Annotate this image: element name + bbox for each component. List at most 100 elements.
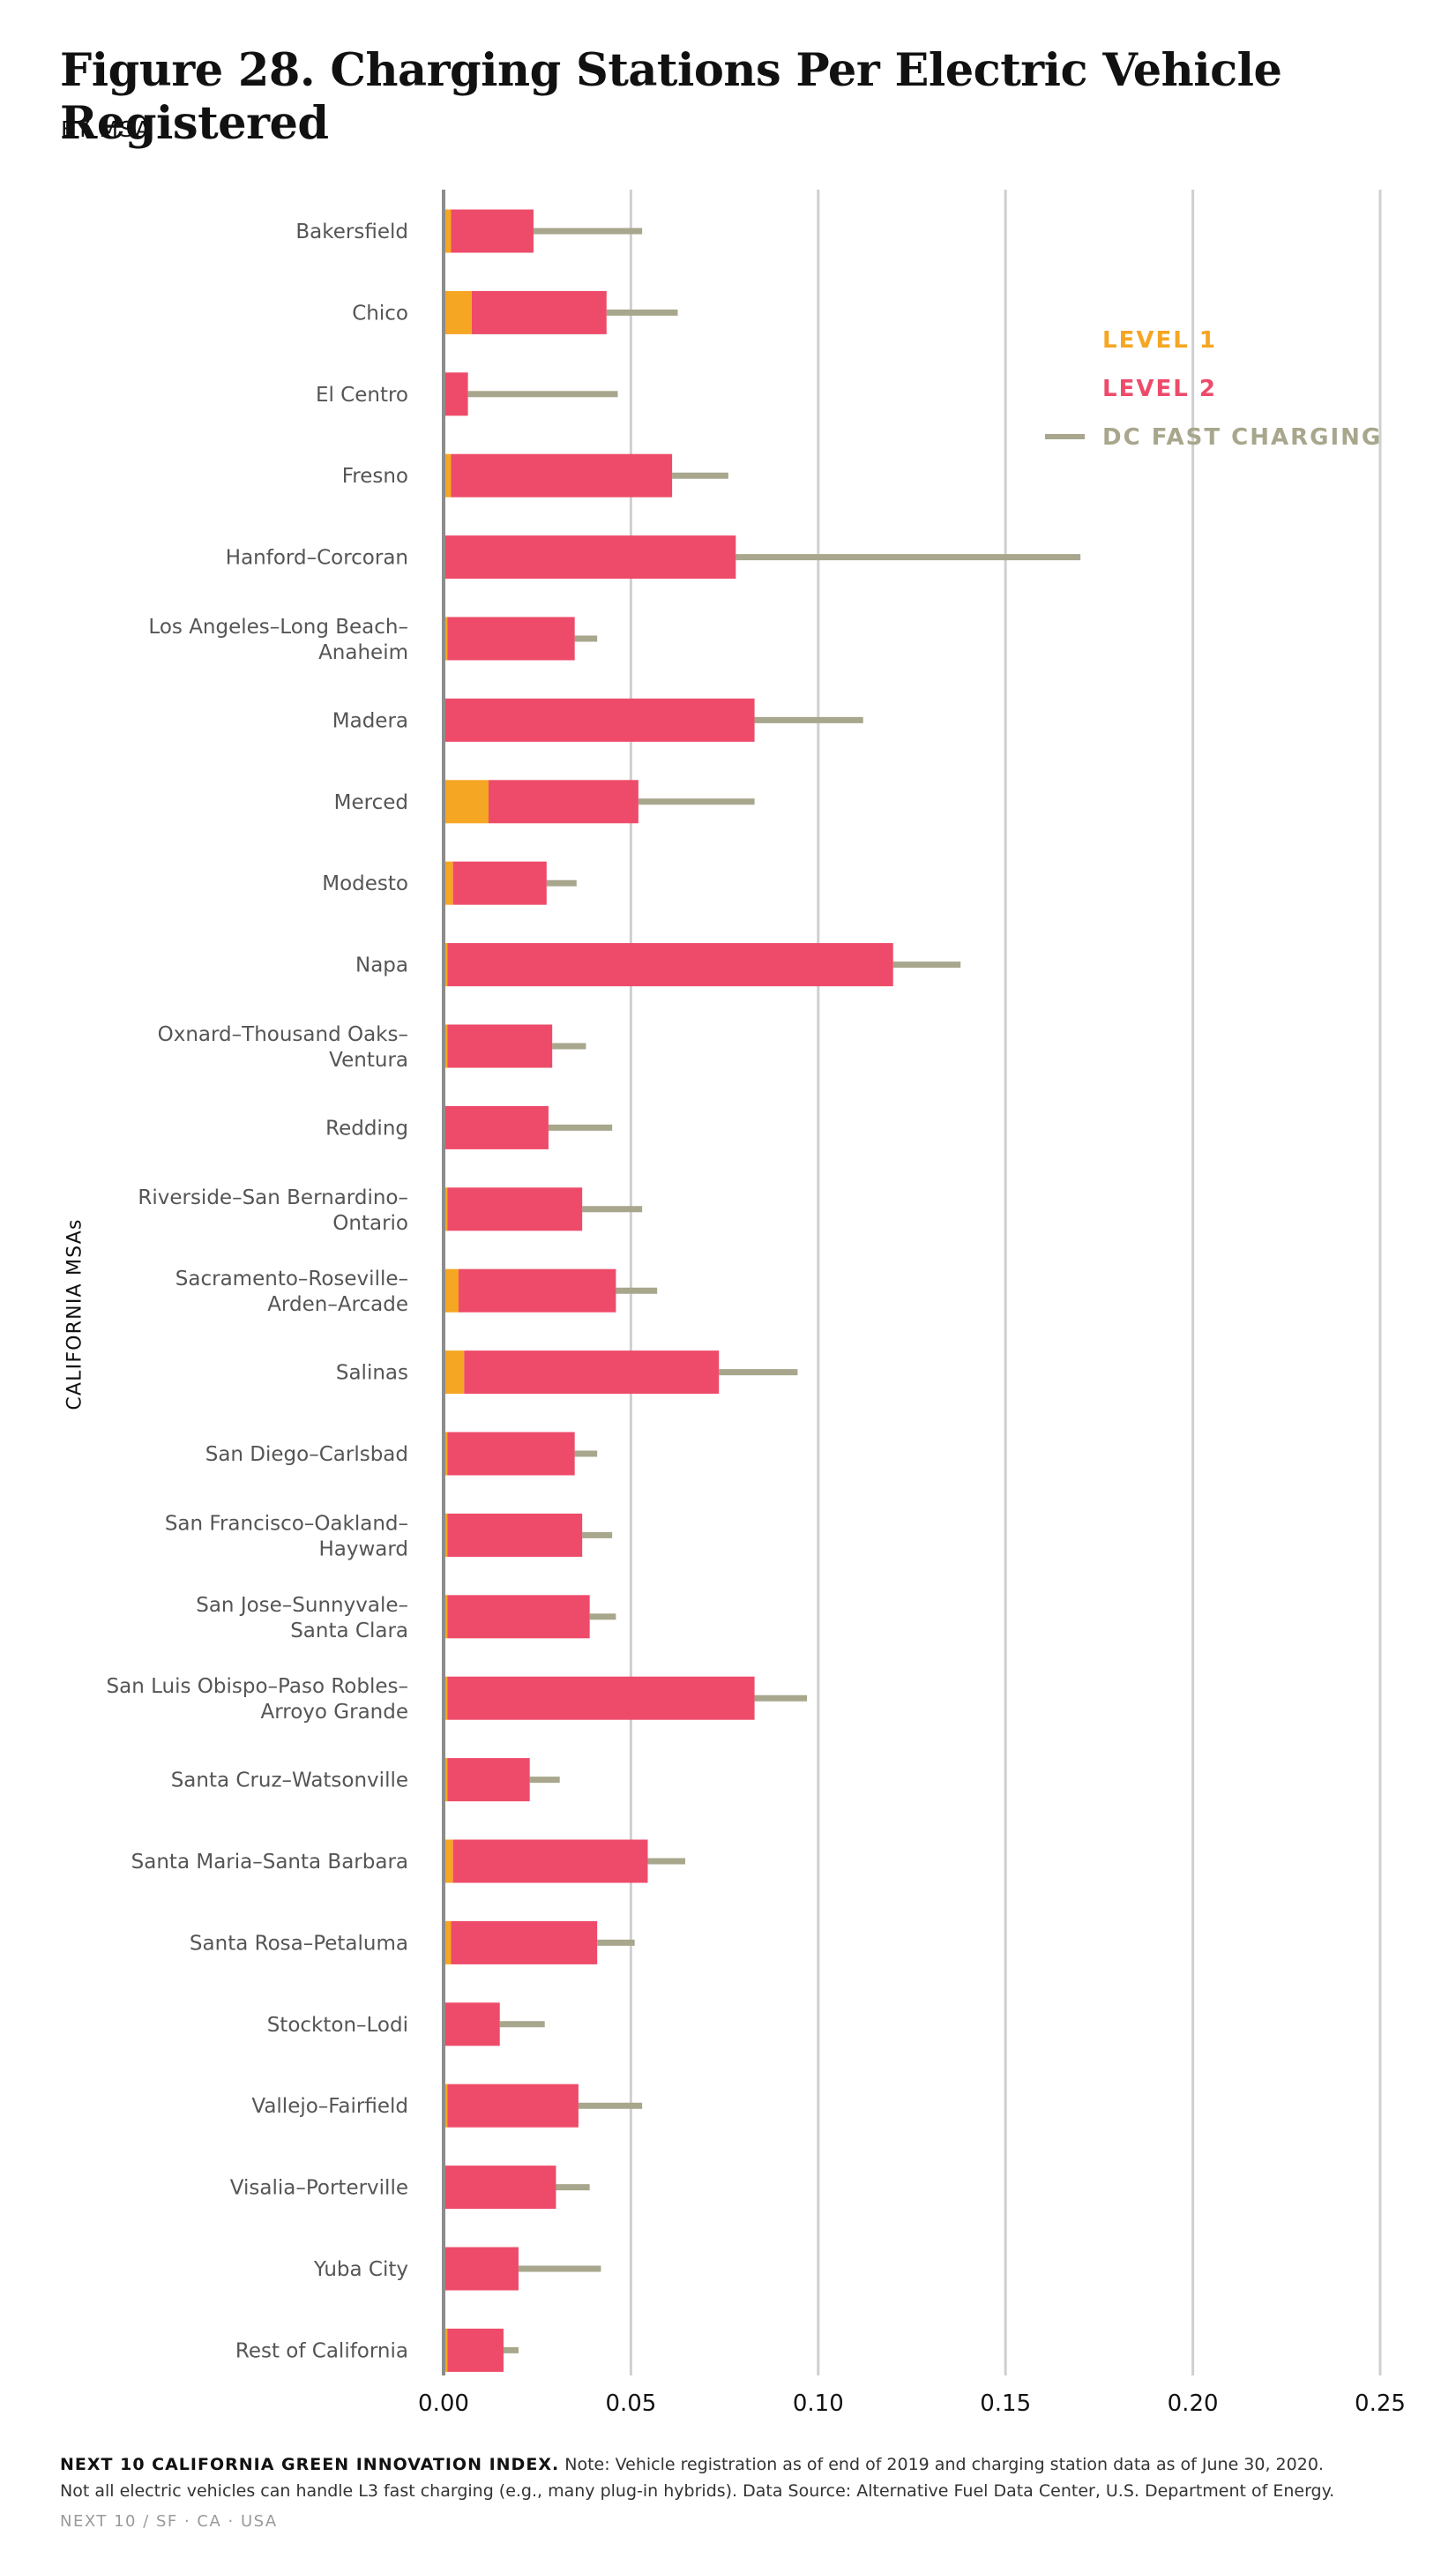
- dc-fast-charging-series: [467, 228, 1081, 2353]
- category-label-line: Ventura: [329, 1049, 408, 1072]
- category-labels: Bakersfield Chico El Centro Fresno Hanford–C…: [107, 221, 408, 2362]
- level1-bar: [444, 1187, 448, 1231]
- level1-bar: [444, 1758, 448, 1802]
- level1-bar: [444, 1839, 453, 1883]
- category-label: Merced: [334, 791, 408, 814]
- category-label: Visalia–Porterville: [230, 2177, 408, 2200]
- category-label: Santa Cruz–Watsonville: [171, 1769, 408, 1792]
- level2-bar: [444, 1105, 549, 1149]
- category-label: San Luis Obispo–Paso Robles– Arroyo Grand…: [107, 1675, 408, 1724]
- category-label: Hanford–Corcoran: [226, 547, 408, 570]
- level2-bar: [447, 2328, 504, 2372]
- category-label-line: Riverside–San Bernardino–: [138, 1186, 408, 1209]
- level2-bar: [444, 698, 755, 742]
- footer-org: NEXT 10 CALIFORNIA GREEN INNOVATION INDE…: [60, 2455, 560, 2474]
- legend-label: DC FAST CHARGING: [1102, 424, 1382, 451]
- category-label: Los Angeles–Long Beach– Anaheim: [148, 616, 408, 664]
- level2-bar: [444, 535, 736, 580]
- level1-bar: [444, 209, 452, 253]
- category-label-line: Santa Clara: [290, 1620, 408, 1642]
- level1-bar: [444, 1268, 459, 1313]
- category-label: Redding: [325, 1117, 408, 1140]
- category-label: Madera: [332, 709, 408, 732]
- brand-footer: NEXT 10 / SF · CA · USA: [60, 2512, 278, 2531]
- footer-line-1: NEXT 10 CALIFORNIA GREEN INNOVATION INDE…: [60, 2455, 1324, 2474]
- category-label: Riverside–San Bernardino– Ontario: [138, 1186, 408, 1235]
- category-label-line: Anaheim: [318, 641, 408, 664]
- level2-bar: [447, 1595, 590, 1639]
- x-tick-label: 0.10: [793, 2390, 844, 2417]
- category-label: San Diego–Carlsbad: [205, 1443, 408, 1466]
- category-label: Fresno: [342, 465, 408, 488]
- footer-note-1: Note: Vehicle registration as of end of …: [564, 2455, 1324, 2474]
- level2-bar: [444, 2002, 500, 2046]
- category-label-line: Oxnard–Thousand Oaks–: [158, 1023, 408, 1046]
- level2-bar: [452, 1839, 648, 1883]
- level2-bar: [447, 1024, 553, 1068]
- level1-bar: [444, 2083, 448, 2128]
- footer-note-2: Not all electric vehicles can handle L3 …: [60, 2481, 1335, 2501]
- level2-bar: [447, 1676, 755, 1720]
- level2-bar: [458, 1268, 616, 1313]
- level1-bar: [444, 2328, 448, 2372]
- category-label: Sacramento–Roseville– Arden–Arcade: [175, 1268, 408, 1316]
- level1-bar: [444, 943, 448, 987]
- category-label-line: San Francisco–Oakland–: [165, 1512, 408, 1535]
- level2-bar: [447, 1758, 530, 1802]
- level1-bar: [444, 1350, 465, 1395]
- level2-bar: [488, 780, 638, 824]
- level2-bar: [451, 453, 673, 497]
- category-label-line: Arroyo Grande: [260, 1701, 408, 1724]
- level2-bar: [447, 1513, 583, 1557]
- level2-bar: [447, 1187, 583, 1231]
- x-tick-label: 0.25: [1355, 2390, 1406, 2417]
- level1-bar: [444, 453, 452, 497]
- category-label: Santa Maria–Santa Barbara: [131, 1851, 408, 1874]
- level1-bar: [444, 290, 472, 334]
- category-label: Chico: [352, 302, 408, 325]
- level2-bar: [444, 372, 468, 416]
- x-tick-label: 0.00: [418, 2390, 469, 2417]
- x-tick-labels: 0.00 0.05 0.10 0.15 0.20 0.25: [418, 2390, 1406, 2417]
- x-tick-label: 0.15: [980, 2390, 1031, 2417]
- category-label: Rest of California: [235, 2339, 408, 2362]
- level2-bar: [471, 290, 607, 334]
- level1-bar: [444, 1024, 448, 1068]
- category-label: Yuba City: [313, 2258, 408, 2281]
- category-label: Stockton–Lodi: [267, 2014, 408, 2037]
- level2-bar: [447, 943, 893, 987]
- level2-bar: [451, 209, 534, 253]
- category-label-line: San Luis Obispo–Paso Robles–: [107, 1675, 408, 1698]
- level1-bar: [444, 1432, 448, 1476]
- category-label: Vallejo–Fairfield: [251, 2095, 408, 2118]
- category-label-line: Arden–Arcade: [267, 1293, 408, 1316]
- level2-bar: [444, 2166, 556, 2210]
- category-label: Salinas: [336, 1362, 408, 1385]
- category-label-line: Sacramento–Roseville–: [175, 1268, 408, 1290]
- category-label-line: Hayward: [318, 1537, 408, 1560]
- category-label: Modesto: [322, 872, 408, 895]
- chart-title: Figure 28. Charging Stations Per Electri…: [60, 44, 1282, 150]
- level2-bar: [452, 861, 547, 905]
- category-label: Bakersfield: [295, 221, 408, 243]
- level1-bar: [444, 861, 453, 905]
- level2-bar: [464, 1350, 720, 1395]
- level1-bar: [444, 1513, 448, 1557]
- legend-label: LEVEL 1: [1102, 327, 1217, 354]
- legend-label: LEVEL 2: [1102, 376, 1217, 402]
- category-label-line: Ontario: [332, 1212, 408, 1235]
- level2-bar: [444, 2247, 519, 2291]
- chart-subtitle: BY MSA: [61, 116, 153, 142]
- x-tick-label: 0.20: [1168, 2390, 1219, 2417]
- category-label-line: Los Angeles–Long Beach–: [148, 616, 408, 639]
- category-label: Oxnard–Thousand Oaks– Ventura: [158, 1023, 408, 1072]
- category-label: San Jose–Sunnyvale– Santa Clara: [196, 1594, 408, 1642]
- category-label-line: San Jose–Sunnyvale–: [196, 1594, 408, 1617]
- legend: LEVEL 1 LEVEL 2 DC FAST CHARGING: [1045, 327, 1382, 451]
- level2-bar: [447, 1432, 575, 1476]
- level1-bar: [444, 1676, 448, 1720]
- level1-bar: [444, 1920, 452, 1964]
- level1-bar: [444, 1595, 448, 1639]
- x-tick-label: 0.05: [605, 2390, 656, 2417]
